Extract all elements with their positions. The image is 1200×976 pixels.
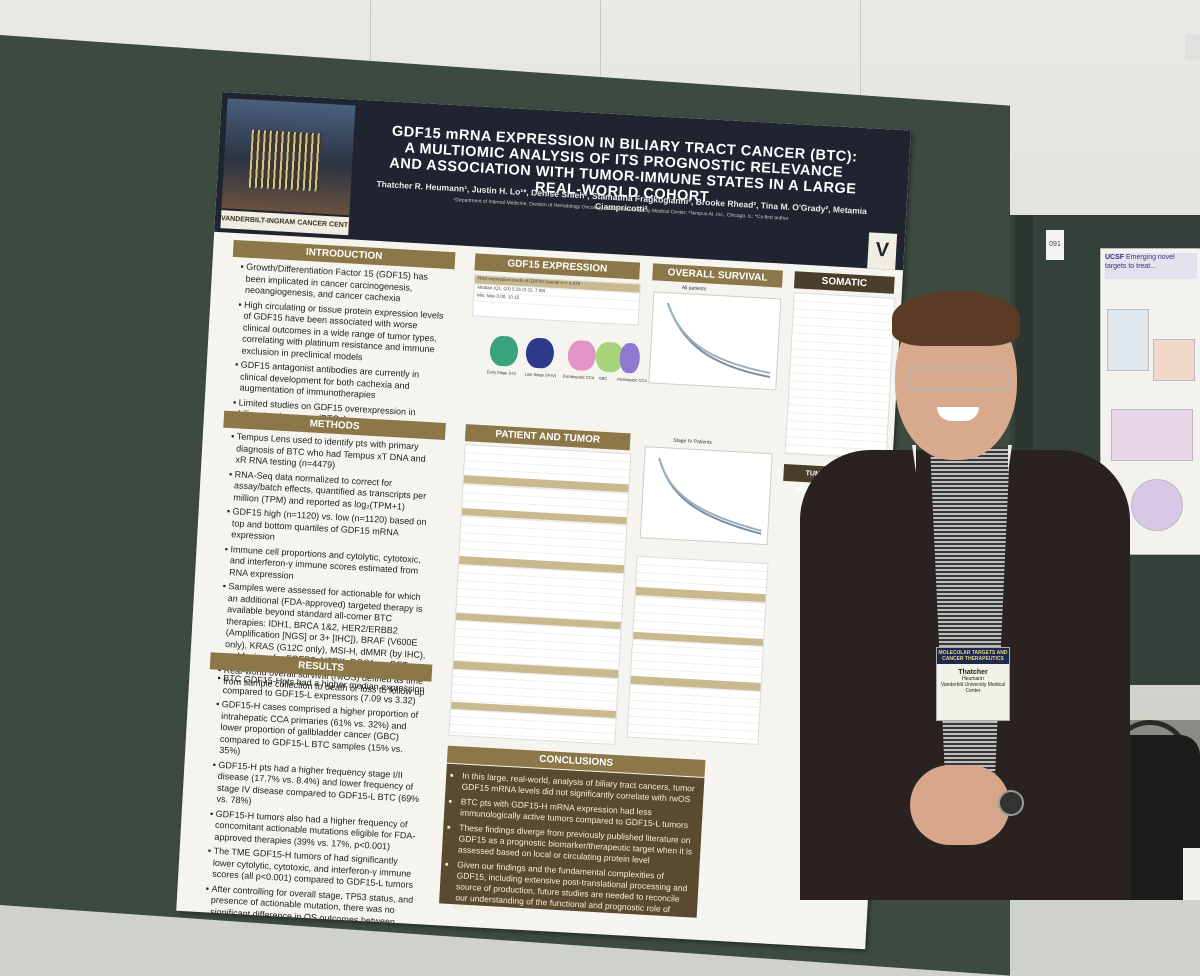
km-stage4-label: Stage IV Patients bbox=[673, 437, 712, 446]
table-band-row bbox=[630, 675, 761, 692]
paper-cup bbox=[1183, 848, 1200, 900]
km-curves bbox=[666, 302, 771, 379]
badge-event: MOLECULAR TARGETS AND CANCER THERAPEUTIC… bbox=[937, 648, 1009, 664]
table-cell: Min, Max bbox=[476, 292, 496, 299]
km-curves bbox=[658, 457, 762, 535]
conclusion-item: Given our findings and the fundamental c… bbox=[454, 859, 691, 927]
checkered-shirt bbox=[930, 447, 1010, 777]
neighbor-poster-figure bbox=[1131, 479, 1183, 531]
ceiling-camera bbox=[1185, 34, 1200, 60]
neighbor-poster-figure bbox=[1153, 339, 1195, 381]
badge-affiliation: Vanderbilt University Medical Center bbox=[940, 682, 1006, 694]
hair bbox=[892, 291, 1020, 346]
neighbor-poster: UCSF Emerging novel targets to treat... bbox=[1100, 248, 1200, 555]
clasped-hands bbox=[910, 765, 1010, 845]
violin-early-stage bbox=[489, 335, 519, 367]
violin-label: Early Stage (I-II) bbox=[486, 369, 517, 376]
results-list: BTC GDF15-Hpts had a higher median expre… bbox=[197, 672, 426, 943]
table-band-row bbox=[463, 475, 629, 493]
violin-label: Late Stage (III-IV) bbox=[524, 371, 557, 379]
research-poster: VANDERBILT-INGRAM CANCER CENTER GDF15 mR… bbox=[176, 92, 911, 950]
table-cell: 0.00, 10.15 bbox=[496, 293, 520, 300]
table-cell: Median (Q1, Q3) bbox=[477, 284, 512, 291]
violin-extrahepatic-cca bbox=[567, 339, 597, 372]
table-band-row bbox=[461, 507, 627, 526]
badge-last-name: Heumann bbox=[962, 676, 984, 682]
multivariate-table bbox=[626, 555, 769, 745]
wristwatch-icon bbox=[998, 790, 1024, 816]
table-band-row bbox=[458, 555, 625, 574]
neighbor-poster-figure bbox=[1111, 409, 1193, 461]
table-cell: 5.25 (3.32, 7.09) bbox=[512, 286, 546, 293]
km-plot-stage4 bbox=[639, 446, 773, 546]
expression-table: RNA expression levels of GDF15 Overall N… bbox=[471, 274, 641, 326]
patient-characteristics-table bbox=[448, 444, 632, 745]
km-all-label: All patients bbox=[681, 284, 707, 293]
table-band-row bbox=[450, 701, 617, 719]
building-photo bbox=[221, 98, 356, 216]
results-item: GDF15-H cases comprised a higher proport… bbox=[219, 699, 425, 768]
ucsf-logo: UCSF bbox=[1105, 254, 1125, 261]
vanderbilt-v-logo: V bbox=[867, 232, 898, 270]
table-header-cell: RNA expression levels of GDF15 bbox=[477, 275, 544, 285]
table-band-row bbox=[455, 612, 622, 631]
smile bbox=[937, 407, 979, 421]
table-band-row bbox=[453, 660, 619, 679]
violin-label: Extrahepatic CCA bbox=[562, 373, 595, 381]
violin-late-stage bbox=[525, 337, 555, 369]
violin-label: Intrahepatic CCA bbox=[616, 376, 648, 384]
overall-survival-heading: OVERALL SURVIVAL bbox=[652, 263, 783, 288]
violin-label: GBC bbox=[598, 375, 608, 381]
name-badge: MOLECULAR TARGETS AND CANCER THERAPEUTIC… bbox=[936, 647, 1010, 721]
conclusions-box: In this large, real-world, analysis of b… bbox=[439, 763, 705, 918]
violin-intrahepatic-cca bbox=[618, 342, 641, 374]
results-item: GDF15-H pts had a higher frequency stage… bbox=[216, 759, 421, 816]
introduction-item: High circulating or tissue protein expre… bbox=[241, 299, 447, 368]
booth-number-sign: 091 bbox=[1046, 230, 1064, 260]
table-band-row bbox=[633, 631, 764, 648]
presenter: MOLECULAR TARGETS AND CANCER THERAPEUTIC… bbox=[800, 291, 1130, 900]
introduction-list: Growth/Differentiation Factor 15 (GDF15)… bbox=[226, 261, 450, 434]
neighbor-poster-title: UCSF Emerging novel targets to treat... bbox=[1105, 253, 1197, 279]
table-band-row bbox=[635, 586, 766, 603]
glasses-icon bbox=[908, 367, 1010, 391]
km-plot-all bbox=[648, 291, 782, 391]
neighbor-poster-heading: Emerging novel targets to treat... bbox=[1105, 254, 1175, 270]
neighbor-poster-figure bbox=[1107, 309, 1149, 371]
table-header-cell: Overall N = 4,479 bbox=[544, 279, 581, 287]
badge-name: Thatcher bbox=[958, 669, 988, 676]
building bbox=[248, 129, 322, 192]
somatic-alterations-heading: SOMATIC ALTERATIONS bbox=[793, 271, 895, 307]
